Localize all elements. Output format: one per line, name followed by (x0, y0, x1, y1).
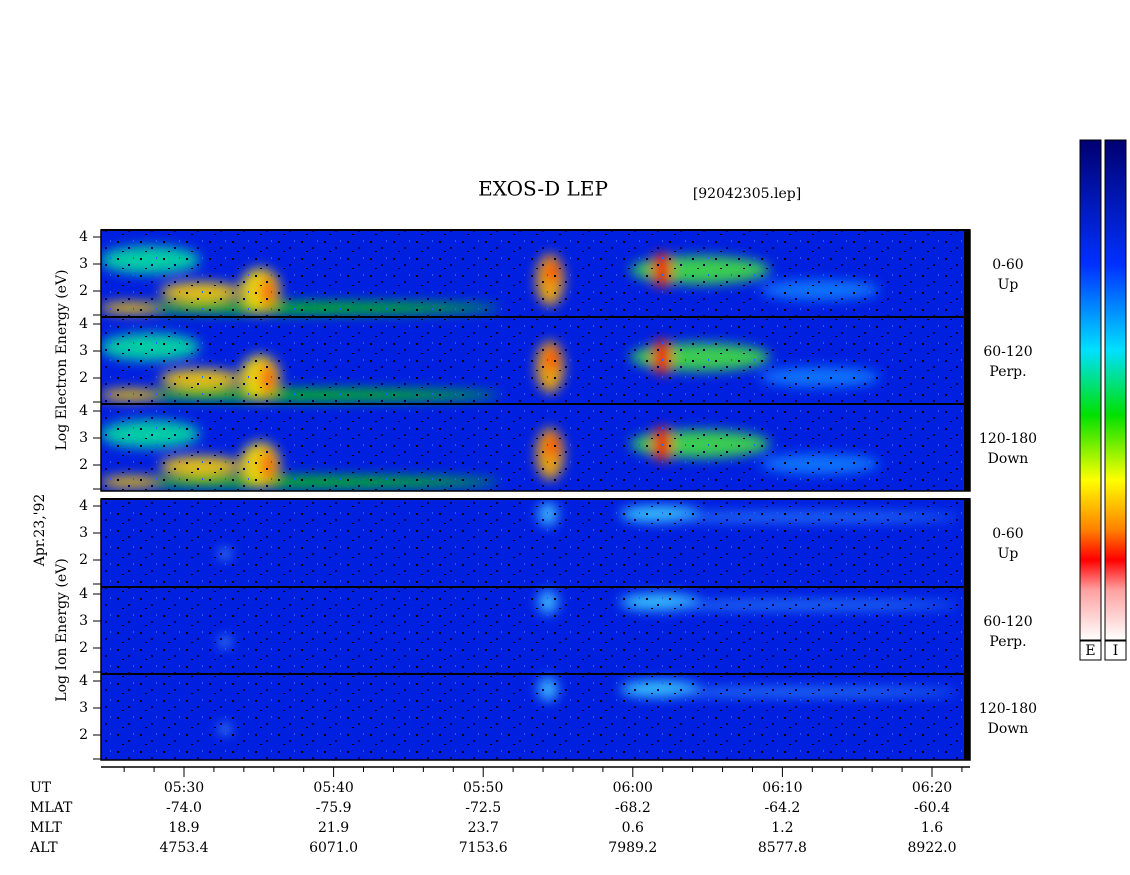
colorbar-label: I (1113, 643, 1119, 659)
colorbar (1079, 139, 1102, 641)
row-label: MLAT (30, 800, 73, 816)
direction: Perp. (989, 634, 1026, 650)
row-value: -74.0 (166, 800, 202, 816)
energy-tick-label: 3 (79, 343, 88, 359)
spectrogram (100, 229, 971, 761)
row-value: 0.6 (622, 820, 644, 836)
row-value: -60.4 (914, 800, 950, 816)
noise (101, 499, 970, 760)
direction: Down (988, 721, 1029, 737)
title: EXOS-D LEP (478, 177, 608, 201)
direction: Down (988, 451, 1029, 467)
row-value: 6071.0 (309, 840, 358, 856)
row-value: -68.2 (615, 800, 651, 816)
electron-axis-label: Log Electron Energy (eV) (54, 269, 70, 450)
ion-axis-label: Log Ion Energy (eV) (54, 558, 70, 701)
row-value: -64.2 (764, 800, 800, 816)
energy-tick-label: 3 (79, 256, 88, 272)
pitch-angle: 60-120 (983, 344, 1032, 360)
row-label: MLT (30, 820, 62, 836)
colorbar (1104, 139, 1127, 641)
row-value: 7989.2 (608, 840, 657, 856)
energy-tick-label: 3 (79, 525, 88, 541)
colorbar-label-box (1104, 640, 1127, 661)
energy-tick-label: 2 (79, 370, 88, 386)
date-label: Apr.23,'92 (32, 494, 48, 568)
row-value: -72.5 (465, 800, 501, 816)
row-value: 4753.4 (160, 840, 209, 856)
direction: Up (998, 277, 1019, 293)
energy-tick-label: 2 (79, 552, 88, 568)
energy-tick-label: 3 (79, 700, 88, 716)
row-label: ALT (29, 840, 58, 856)
row-label: UT (30, 780, 52, 796)
energy-tick-label: 4 (79, 229, 88, 245)
pitch-angle: 0-60 (992, 526, 1023, 542)
pitch-angle: 120-180 (979, 701, 1037, 717)
energy-tick-label: 2 (79, 640, 88, 656)
row-value: 05:50 (463, 780, 503, 796)
edge (964, 230, 970, 491)
row-value: 8577.8 (758, 840, 807, 856)
row-value: 06:10 (762, 780, 802, 796)
row-value: 06:20 (912, 780, 952, 796)
direction: Perp. (989, 364, 1026, 380)
panel-frame (100, 498, 971, 761)
energy-tick-label: 4 (79, 403, 88, 419)
energy-tick-label: 4 (79, 498, 88, 514)
energy-tick-label: 2 (79, 283, 88, 299)
edge (964, 499, 970, 760)
panel-frame (100, 229, 971, 492)
row-value: 18.9 (168, 820, 199, 836)
energy-tick-label: 3 (79, 430, 88, 446)
pitch-angle: 0-60 (992, 257, 1023, 273)
row-value: 1.2 (771, 820, 793, 836)
row-value: 06:00 (613, 780, 653, 796)
energy-tick-label: 3 (79, 613, 88, 629)
row-value: -75.9 (316, 800, 352, 816)
energy-tick-label: 2 (79, 727, 88, 743)
noise (101, 230, 970, 491)
row-value: 1.6 (921, 820, 943, 836)
pitch-angle: 60-120 (983, 614, 1032, 630)
energy-tick-label: 4 (79, 316, 88, 332)
energy-tick-label: 2 (79, 457, 88, 473)
colorbar-label-box (1079, 640, 1102, 661)
row-value: 23.7 (468, 820, 499, 836)
colorbar-label: E (1085, 643, 1095, 659)
direction: Up (998, 546, 1019, 562)
row-value: 05:30 (164, 780, 204, 796)
row-value: 8922.0 (908, 840, 957, 856)
row-value: 21.9 (318, 820, 349, 836)
pitch-angle: 120-180 (979, 431, 1037, 447)
energy-tick-label: 4 (79, 673, 88, 689)
energy-tick-label: 4 (79, 586, 88, 602)
row-value: 7153.6 (459, 840, 508, 856)
file-name: [92042305.lep] (693, 186, 801, 202)
row-value: 05:40 (313, 780, 353, 796)
